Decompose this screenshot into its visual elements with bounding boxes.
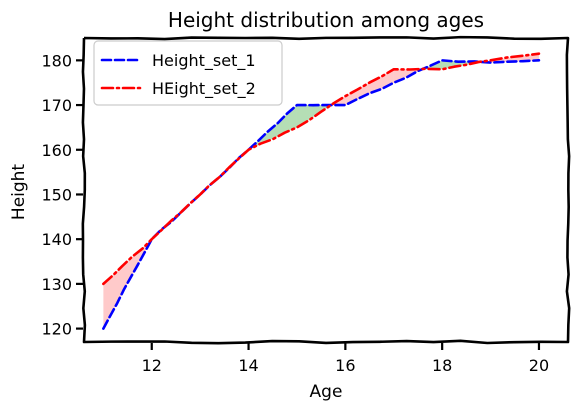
x-tick-label: 16 [335,356,355,375]
y-tick-label: 130 [41,275,72,294]
legend: Height_set_1 HEight_set_2 [93,40,283,106]
x-axis-label: Age [310,382,343,402]
series-lines [102,52,541,330]
legend-label-1: Height_set_1 [152,51,256,71]
axes-frame [81,35,571,345]
x-axis-ticks: 12 14 16 18 20 [142,343,549,375]
y-axis-ticks: 120 130 140 150 160 170 180 [41,51,83,339]
series-line-2 [102,52,541,286]
legend-box [93,40,283,106]
y-tick-label: 120 [41,320,72,339]
y-axis-label: Height [9,164,29,221]
y-tick-label: 140 [41,230,72,249]
legend-label-2: HEight_set_2 [152,79,256,99]
y-tick-label: 180 [41,51,72,70]
chart-title: Height distribution among ages [168,8,484,32]
y-tick-label: 170 [41,96,72,115]
x-tick-label: 14 [238,356,258,375]
y-tick-label: 150 [41,185,72,204]
y-tick-label: 160 [41,141,72,160]
x-tick-label: 12 [142,356,162,375]
plot-frame [81,35,571,345]
fill-between-segment-5-0 [345,69,394,106]
x-tick-label: 20 [529,356,549,375]
x-tick-label: 18 [432,356,452,375]
series-line-1 [102,59,541,330]
